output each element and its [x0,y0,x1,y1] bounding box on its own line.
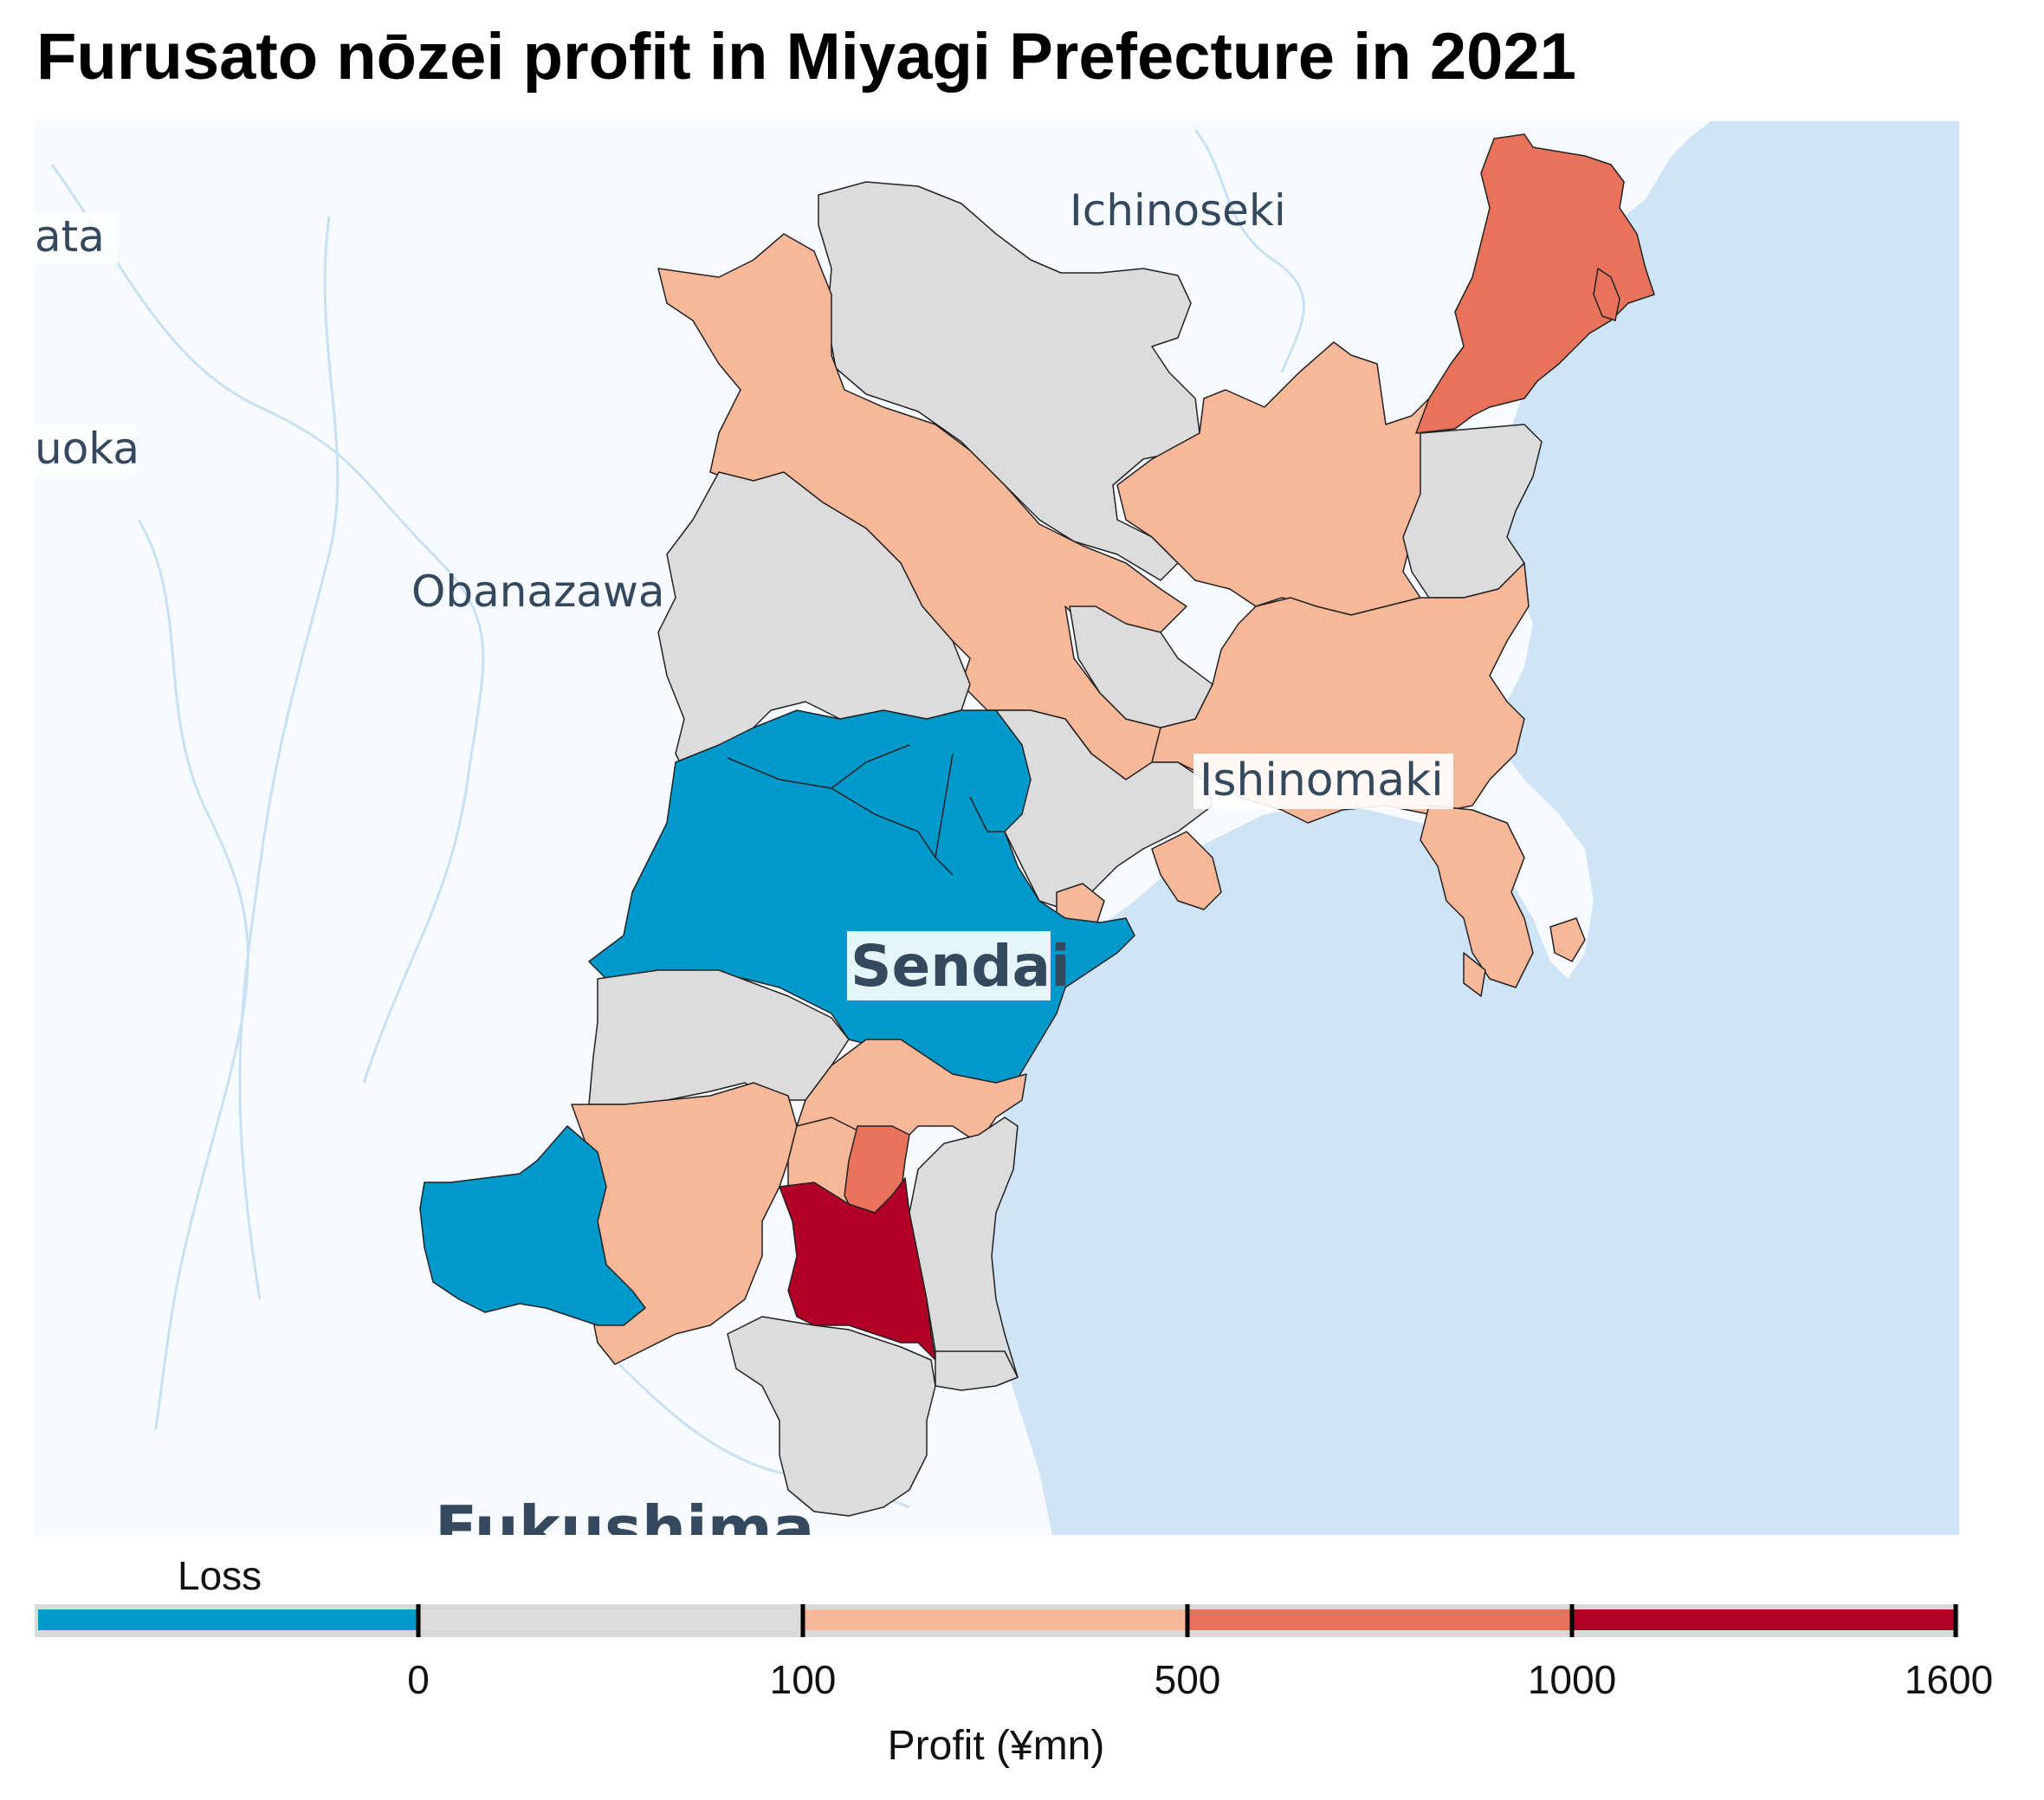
legend-colorbar [35,1604,1959,1637]
label-tsuruoka-partial: uoka [35,424,139,474]
map-title: Furusato nōzei profit in Miyagi Prefectu… [36,20,1576,94]
legend-bin-100-500 [803,1609,1187,1630]
region-0-100[interactable] [1069,605,1213,728]
legend-loss-heading: Loss [178,1553,262,1598]
sea [987,121,1959,1535]
region-100-500[interactable] [1151,831,1222,910]
region-500-1000[interactable] [1593,268,1620,321]
legend-ticks [416,1604,1958,1637]
label-sendai: Sendai [851,933,1071,1000]
region-0-100[interactable] [986,709,1213,910]
map-bottom-mask [0,1535,2044,1800]
region-500-1000[interactable] [1415,133,1655,434]
legend-bin-loss [38,1609,418,1630]
region-0-100[interactable] [727,1316,936,1517]
label-bg [1193,754,1453,809]
legend-tick-label: 0 [407,1657,430,1702]
legend-bin-500-1000 [1187,1609,1572,1630]
river [1193,129,1305,373]
river [50,164,485,1084]
label-yamagata-partial: ata [35,211,105,262]
label-obanazawa: Obanazawa [411,567,664,617]
label-bg [847,931,1051,1000]
label-bg [31,424,135,476]
region-loss[interactable] [419,1125,646,1326]
legend-bin-1000-1600 [1572,1609,1956,1630]
region-100-500[interactable] [1549,917,1586,962]
river [238,216,340,1300]
region-0-100[interactable] [657,471,971,780]
legend-tick-label: 100 [769,1657,837,1702]
region-0-100[interactable] [818,181,1200,581]
legend-tick-label: 1600 [1904,1657,1994,1702]
legend-tick-label: 500 [1154,1657,1221,1702]
municipalities [419,133,1655,1517]
legend-tick-label: 1000 [1527,1657,1617,1702]
label-ichinoseki: Ichinoseki [1070,185,1286,236]
legend-axis-title: Profit (¥mn) [887,1723,1105,1769]
river [137,519,249,1430]
region-0-100[interactable] [935,1350,1019,1391]
region-100-500[interactable] [1420,805,1534,988]
label-ishinomaki: Ishinomaki [1200,754,1444,806]
legend-bin-0-100 [418,1609,803,1630]
label-bg [31,212,118,264]
region-100-500[interactable] [1463,952,1486,997]
ward-border [727,744,1005,876]
